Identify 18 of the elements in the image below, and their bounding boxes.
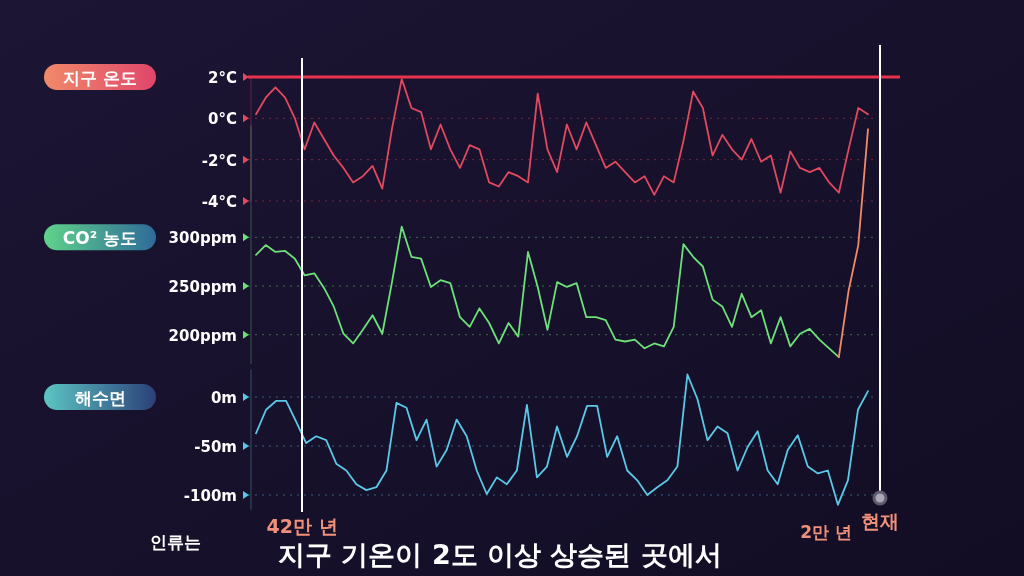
text: 2만 년	[800, 522, 852, 542]
text: 42만 년	[266, 515, 338, 537]
y-tick-label: -100m	[183, 487, 237, 505]
text: CO² 농도	[62, 228, 138, 249]
y-tick-label: 250ppm	[168, 277, 237, 296]
text: 지구 온도	[63, 68, 137, 88]
y-tick-label: 0m	[210, 389, 237, 408]
text: 해수면	[74, 388, 126, 409]
y-tick-label: -50m	[194, 438, 237, 457]
y-tick-label: 300ppm	[168, 229, 237, 248]
y-tick-label: -4°C	[201, 193, 237, 211]
y-tick-label: -2°C	[201, 151, 237, 170]
text: 현재	[861, 510, 899, 532]
text: 지구 기온이 2도 이상 상승된 곳에서	[278, 539, 722, 570]
y-tick-label: 0°C	[208, 110, 237, 129]
y-tick-label: 200ppm	[168, 326, 237, 345]
y-tick-label: 2°C	[208, 69, 237, 87]
text: 인류는	[150, 532, 201, 552]
